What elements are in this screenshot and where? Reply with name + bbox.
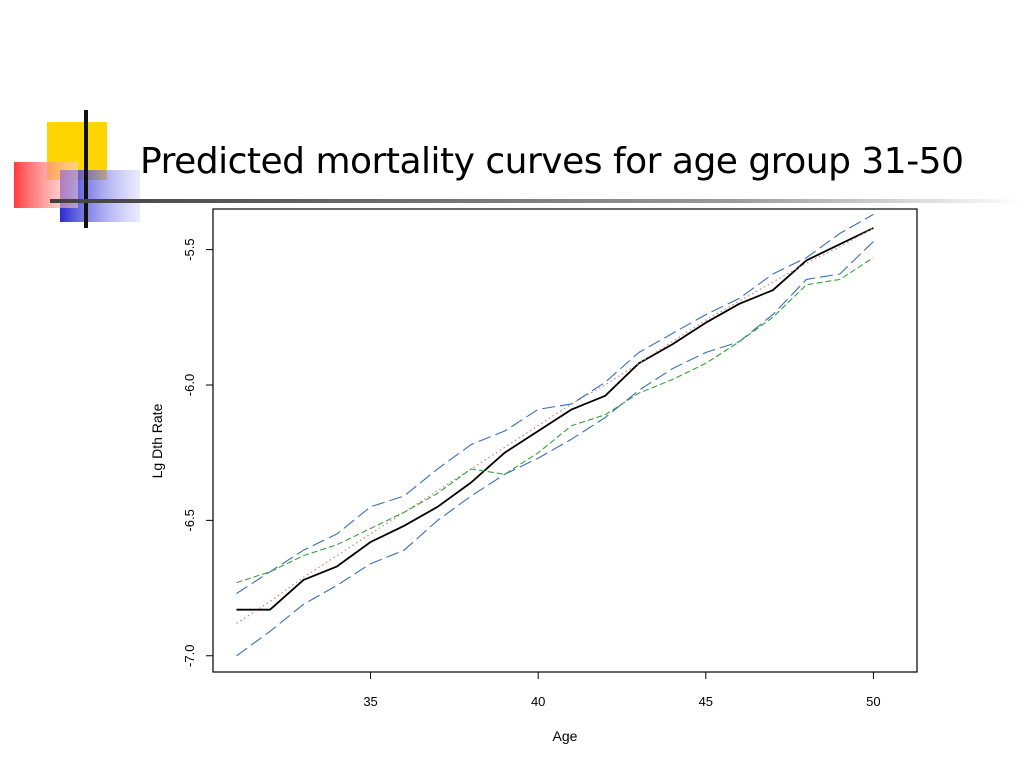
x-tick-label: 40 — [531, 694, 545, 709]
series-group — [236, 213, 874, 657]
series-line-3-long-dash — [236, 213, 874, 594]
y-tick-label: -5.5 — [182, 238, 197, 260]
plot-frame — [212, 208, 918, 673]
x-tick-label: 45 — [699, 694, 713, 709]
y-tick-label: -6.0 — [182, 374, 197, 396]
y-tick-label: -7.0 — [182, 645, 197, 667]
slide-title: Predicted mortality curves for age group… — [140, 141, 964, 182]
x-axis: 35 40 45 50 — [363, 672, 881, 709]
y-axis-label: Lg Dth Rate — [149, 403, 165, 478]
series-line-4-long-dash — [236, 241, 874, 657]
y-tick-label: -6.5 — [182, 509, 197, 531]
series-line-2-dotted — [236, 227, 874, 624]
x-axis-label: Age — [553, 728, 578, 744]
x-tick-label: 35 — [363, 694, 377, 709]
series-line-5-short-dash — [236, 257, 874, 584]
x-tick-label: 50 — [866, 694, 880, 709]
y-axis: -5.5 -6.0 -6.5 -7.0 — [182, 238, 213, 667]
series-line-1-solid — [236, 227, 874, 611]
